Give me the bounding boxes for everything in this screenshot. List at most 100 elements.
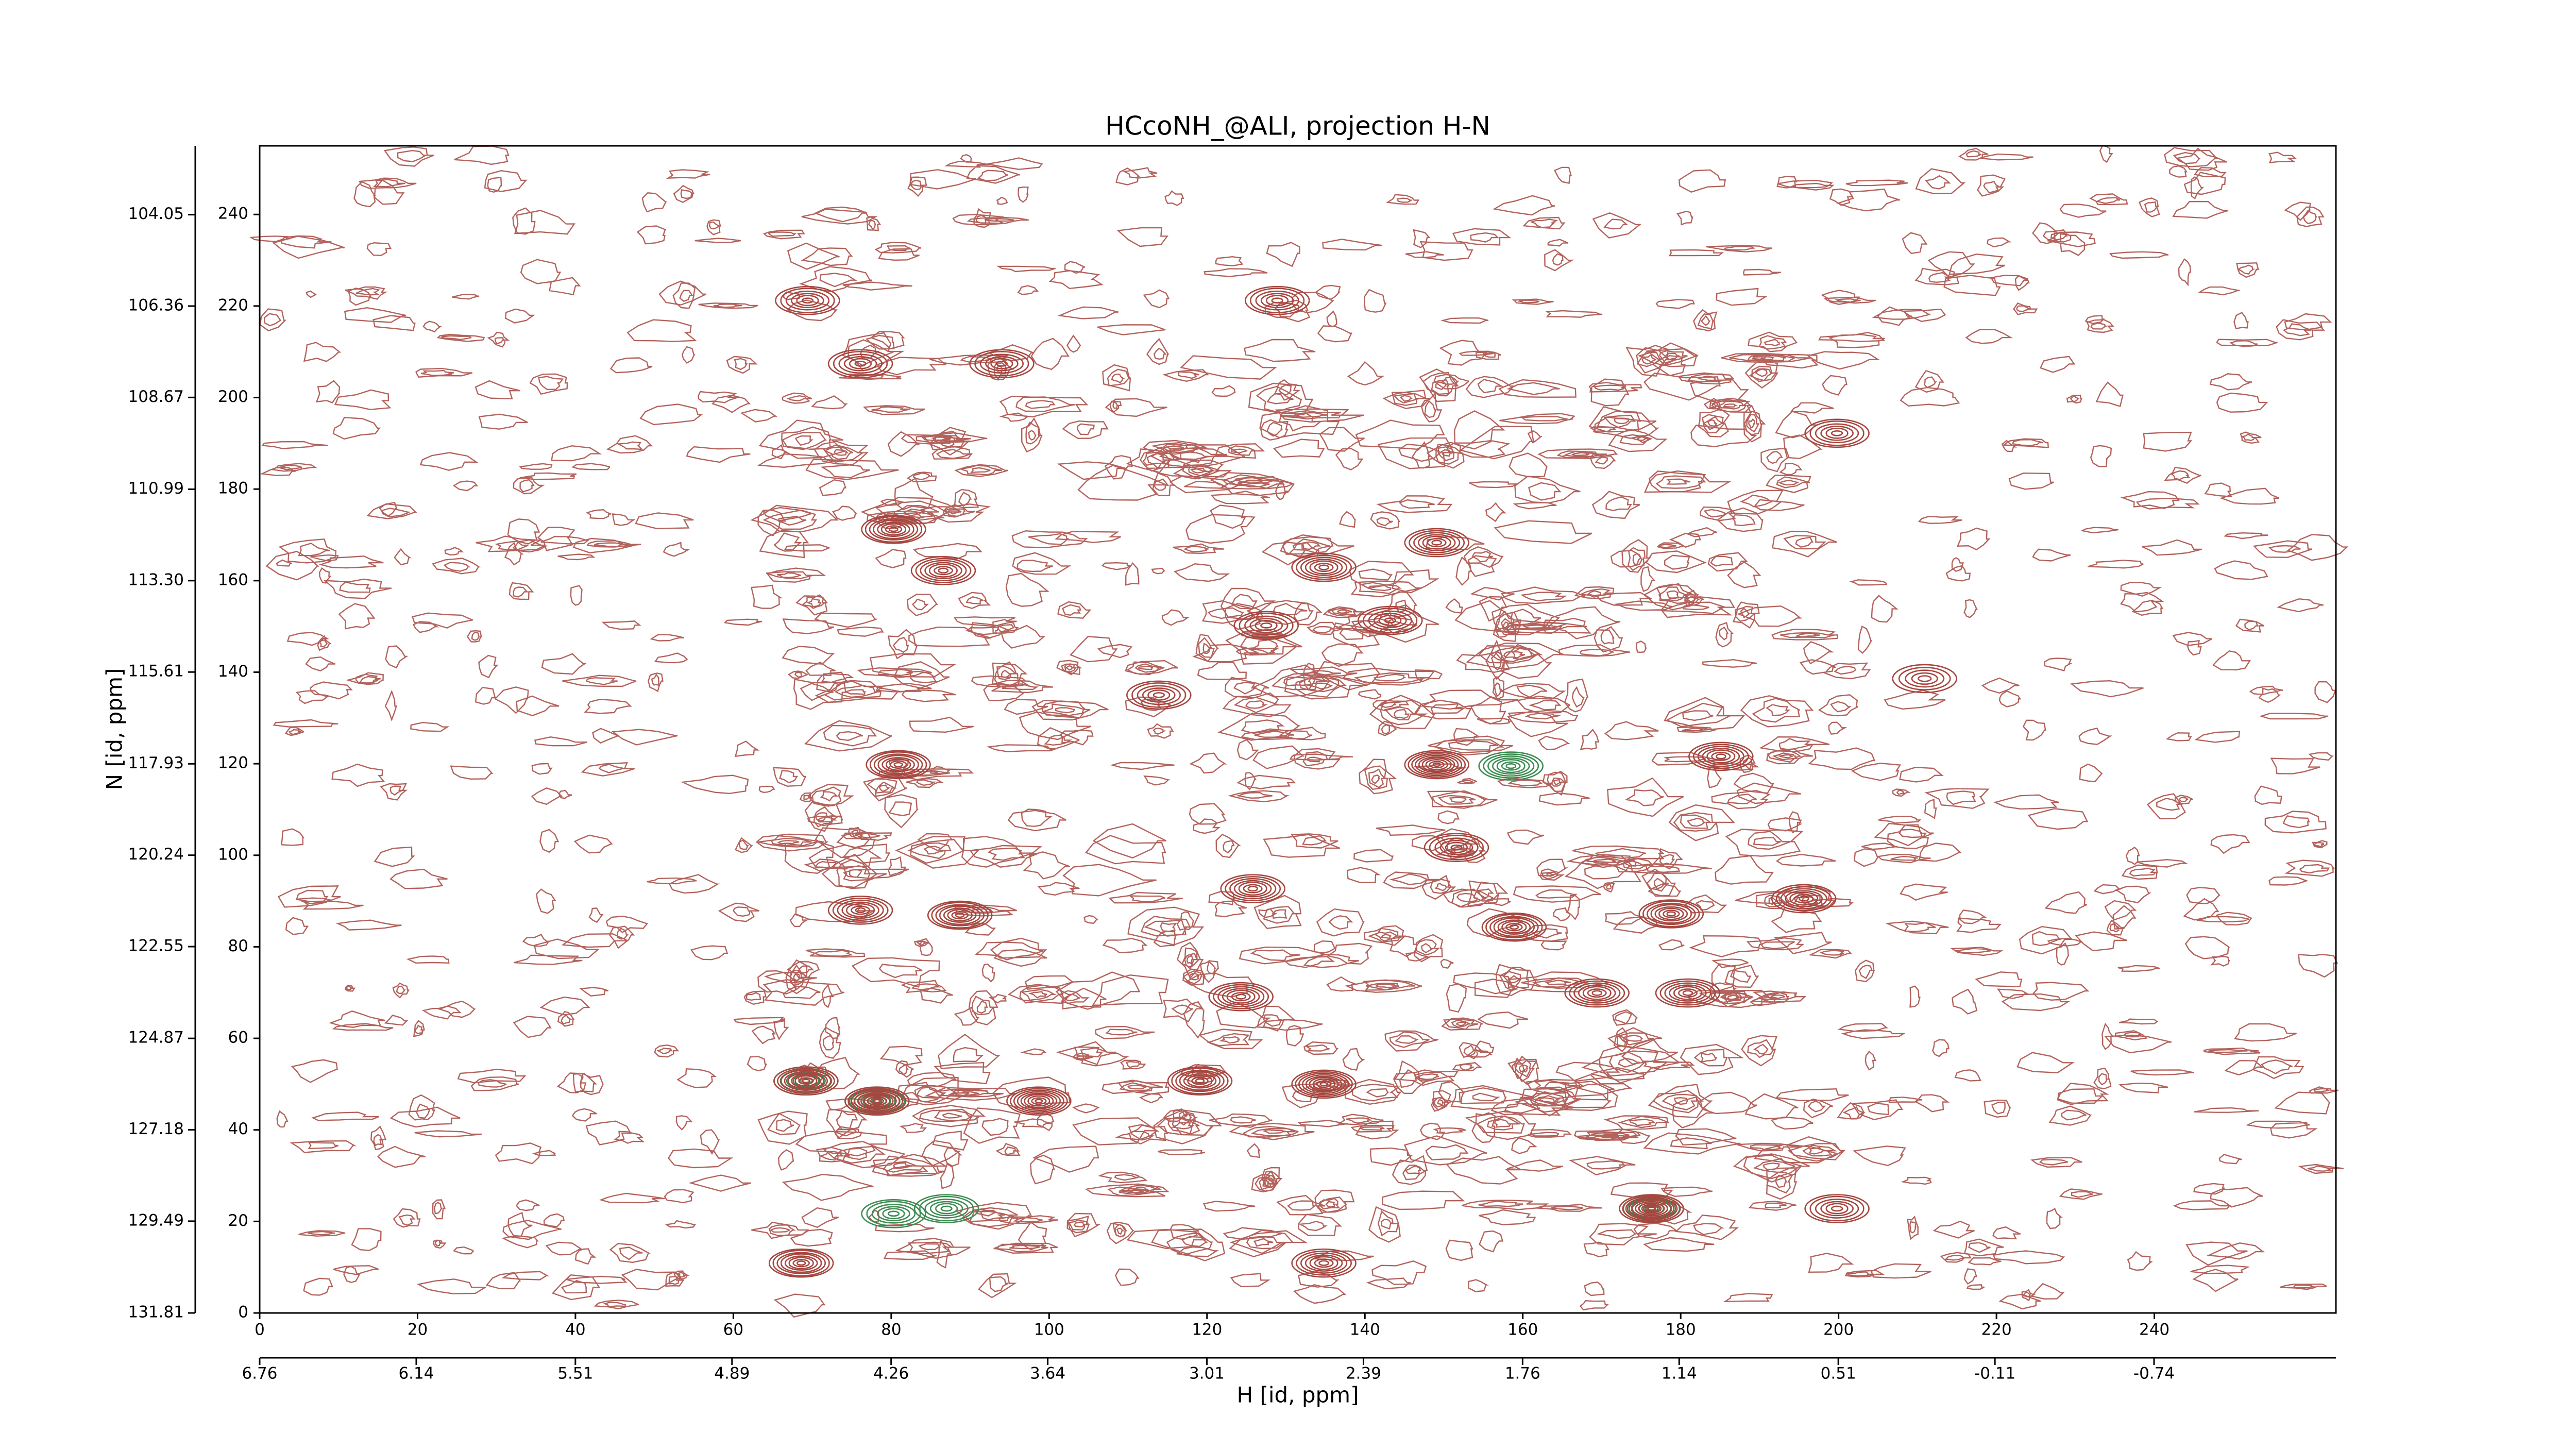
y2-tick-label: 110.99 <box>128 479 184 498</box>
x2-tick-label: 2.39 <box>1346 1364 1381 1383</box>
y-tick-label: 200 <box>218 387 248 406</box>
peak-contour <box>1481 912 1547 942</box>
x-tick-label: 200 <box>1823 1321 1854 1339</box>
y2-tick-label: 120.24 <box>128 845 184 864</box>
peak-contour <box>910 556 976 585</box>
x-tick-label: 80 <box>881 1321 901 1339</box>
y-tick-label: 240 <box>218 205 248 223</box>
y-tick-label: 160 <box>218 570 248 589</box>
peak-contour <box>1404 750 1470 780</box>
x-tick-label: 240 <box>2139 1321 2170 1339</box>
peak-contour <box>1208 982 1274 1012</box>
y-tick-label: 180 <box>218 479 248 498</box>
x-tick-label: 100 <box>1034 1321 1064 1339</box>
x2-tick-label: 0.51 <box>1821 1364 1856 1383</box>
peak-contour <box>1892 664 1958 694</box>
plot-frame <box>259 145 2337 1314</box>
y-tick-label: 0 <box>238 1303 248 1322</box>
x2-tick-label: -0.74 <box>2133 1364 2175 1383</box>
peak-contour <box>1291 1069 1357 1099</box>
peak-contour <box>913 1194 979 1223</box>
y2-tick-label: 104.05 <box>128 205 184 223</box>
peak-contour <box>844 1086 910 1116</box>
peak-contour <box>1655 978 1721 1008</box>
peak-contour <box>1423 833 1489 862</box>
x2-tick-label: 3.64 <box>1030 1364 1065 1383</box>
chart-title: HCcoNH_@ALI, projection H-N <box>1105 111 1490 141</box>
x-tick-label: 60 <box>723 1321 743 1339</box>
x2-tick-label: -0.11 <box>1974 1364 2015 1383</box>
peak-contour <box>827 896 893 925</box>
peak-contour <box>1619 1194 1684 1223</box>
peak-contour <box>1291 1248 1357 1278</box>
peak-contour <box>1244 285 1310 315</box>
y-axis-title: N [id, ppm] <box>102 668 127 790</box>
y2-tick-label: 129.49 <box>128 1211 184 1229</box>
peak-contour <box>773 1066 839 1096</box>
peak-contour <box>768 1248 834 1278</box>
x-tick-label: 180 <box>1666 1321 1696 1339</box>
y-tick-label: 20 <box>228 1211 248 1230</box>
x-tick-label: 0 <box>255 1321 265 1339</box>
peak-contour <box>1233 611 1299 641</box>
y-tick-label: 220 <box>218 296 248 314</box>
y2-tick-label: 113.30 <box>128 570 184 589</box>
peak-contour <box>1638 899 1704 929</box>
x-tick-label: 220 <box>1981 1321 2012 1339</box>
peak-contour <box>1478 751 1544 781</box>
y-tick-label: 140 <box>218 662 248 681</box>
peak-contour <box>969 349 1035 379</box>
y2-tick-label: 131.81 <box>128 1303 184 1322</box>
peak-contour <box>1220 874 1286 903</box>
y-tick-label: 80 <box>228 937 248 955</box>
peak-contour <box>1006 1086 1072 1116</box>
x2-tick-label: 5.51 <box>557 1364 593 1383</box>
x2-tick-label: 3.01 <box>1189 1364 1225 1383</box>
y-tick-label: 60 <box>228 1029 248 1047</box>
peak-contour <box>861 515 926 544</box>
peak-contour <box>775 285 840 315</box>
x2-tick-label: 1.14 <box>1662 1364 1697 1383</box>
x-tick-label: 20 <box>408 1321 428 1339</box>
x2-tick-label: 4.26 <box>873 1364 909 1383</box>
x-tick-label: 40 <box>565 1321 585 1339</box>
peak-contour <box>1688 742 1754 771</box>
y-tick-label: 40 <box>228 1120 248 1138</box>
y-tick-label: 100 <box>218 845 248 864</box>
noise-layer <box>249 145 2349 1318</box>
peak-contour <box>866 750 931 780</box>
y2-tick-label: 106.36 <box>128 296 184 314</box>
y2-tick-label: 127.18 <box>128 1120 184 1138</box>
peak-contour <box>1564 978 1630 1008</box>
peak-contour <box>1291 552 1357 582</box>
x-tick-label: 120 <box>1192 1321 1222 1339</box>
peak-contour <box>1404 528 1470 558</box>
peak-layer <box>768 285 1958 1278</box>
peak-contour <box>1126 680 1192 710</box>
peak-contour <box>1804 1194 1870 1223</box>
peak-contour <box>927 900 993 930</box>
y-tick-label: 120 <box>218 754 248 772</box>
x-tick-label: 140 <box>1350 1321 1380 1339</box>
peak-contour <box>773 1066 839 1096</box>
peak-contour <box>1167 1066 1233 1096</box>
peak-contour <box>827 349 893 379</box>
x-tick-label: 160 <box>1507 1321 1538 1339</box>
noise-contours <box>249 145 2349 1318</box>
peak-contour <box>1358 605 1423 635</box>
y2-tick-label: 108.67 <box>128 387 184 406</box>
x2-tick-label: 6.76 <box>242 1364 277 1383</box>
y2-tick-label: 122.55 <box>128 937 184 955</box>
x2-tick-label: 4.89 <box>714 1364 750 1383</box>
peak-contour <box>1804 418 1870 448</box>
x-axis-title: H [id, ppm] <box>1237 1383 1359 1408</box>
peak-contour <box>1771 884 1837 914</box>
peak-contour <box>861 1199 926 1228</box>
x2-tick-label: 1.76 <box>1505 1364 1540 1383</box>
x2-tick-label: 6.14 <box>398 1364 434 1383</box>
y2-tick-label: 117.93 <box>128 754 184 772</box>
y2-tick-label: 124.87 <box>128 1029 184 1047</box>
y2-tick-label: 115.61 <box>128 662 184 681</box>
